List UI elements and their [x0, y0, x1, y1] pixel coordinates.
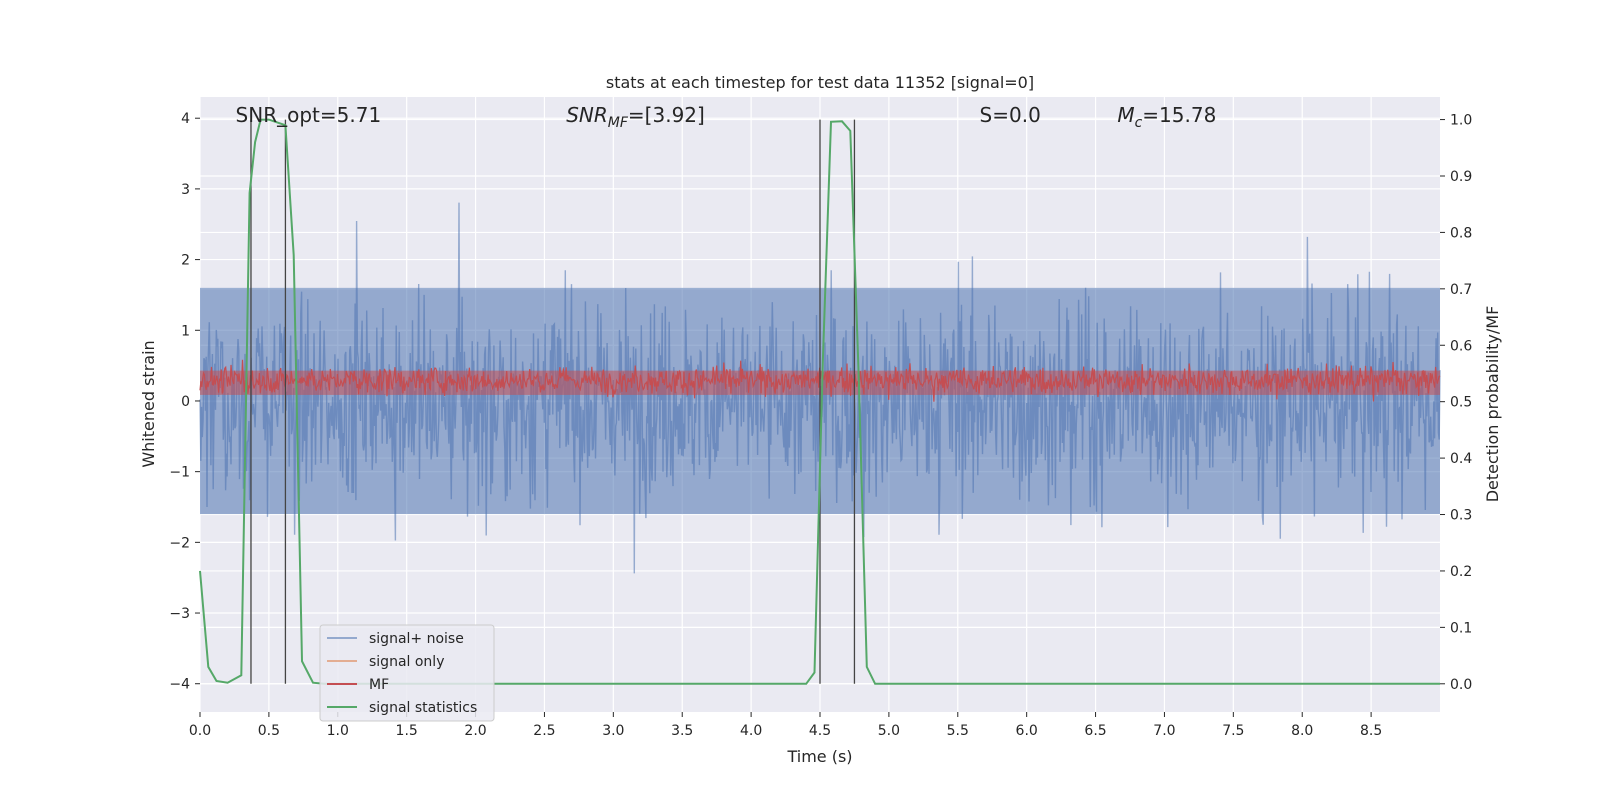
x-tick-label: 3.0 — [602, 723, 624, 739]
x-tick-label: 3.5 — [671, 723, 693, 739]
y-tick-label: 1 — [181, 323, 190, 339]
y-tick-label: −2 — [169, 535, 190, 551]
x-tick-label: 2.0 — [464, 723, 486, 739]
vertical-markers — [250, 119, 856, 684]
y-tick-label: 2 — [181, 253, 190, 269]
legend: signal+ noise signal only MF signal stat… — [319, 624, 495, 722]
y-axis-label: Whitened strain — [139, 340, 158, 467]
y2-tick-label: 1.0 — [1450, 113, 1472, 129]
x-tick-label: 2.5 — [533, 723, 555, 739]
y2-tick-label: 0.5 — [1450, 395, 1472, 411]
x-tick-label: 6.0 — [1016, 723, 1038, 739]
y-tick-label: 4 — [181, 111, 190, 127]
annotation-text: SNRMF=[3.92] — [566, 103, 705, 131]
y-tick-label: 3 — [181, 182, 190, 198]
y2-axis-ticks: 1.0 0.9 0.8 0.7 0.6 0.5 0.4 0.3 0.2 0.1 0.0 — [1440, 113, 1472, 693]
x-axis-ticks: 0.0 0.5 1.0 1.5 2.0 2.5 3.0 3.5 4.0 4.5 5.0 5.5 6.0 6… — [189, 712, 1382, 739]
legend-label-signal-only: signal only — [369, 654, 444, 670]
x-tick-label: 4.5 — [809, 723, 831, 739]
legend-label-signal-statistics: signal statistics — [369, 700, 477, 716]
annotation-text: S=0.0 — [980, 103, 1041, 127]
legend-label-signal-noise: signal+ noise — [369, 631, 464, 647]
x-tick-label: 8.5 — [1360, 723, 1382, 739]
annotation-text: Mc=15.78 — [1117, 103, 1216, 131]
annotation-text: SNR_opt=5.71 — [236, 103, 382, 127]
y2-tick-label: 0.0 — [1450, 677, 1472, 693]
y2-tick-label: 0.8 — [1450, 225, 1472, 241]
legend-label-mf: MF — [369, 677, 389, 693]
x-tick-label: 7.0 — [1153, 723, 1175, 739]
legend-box — [319, 624, 495, 722]
x-tick-label: 5.0 — [878, 723, 900, 739]
y2-tick-label: 0.6 — [1450, 338, 1472, 354]
x-tick-label: 7.5 — [1222, 723, 1244, 739]
x-tick-label: 1.0 — [327, 723, 349, 739]
annotations: SNR_opt=5.71 SNRMF=[3.92] S=0.0 Mc=15.78 — [236, 103, 1217, 131]
x-axis-label: Time (s) — [786, 747, 852, 766]
chart-title: stats at each timestep for test data 113… — [606, 73, 1034, 92]
x-tick-label: 4.0 — [740, 723, 762, 739]
y2-tick-label: 0.3 — [1450, 508, 1472, 524]
y2-tick-label: 0.7 — [1450, 282, 1472, 298]
y-axis-ticks: 4 3 2 1 0 −1 −2 −3 −4 — [169, 111, 200, 693]
y2-tick-label: 0.2 — [1450, 564, 1472, 580]
y-tick-label: −1 — [169, 465, 190, 481]
x-tick-label: 0.0 — [189, 723, 211, 739]
signal-statistics-line — [199, 118, 1440, 685]
x-tick-label: 8.0 — [1291, 723, 1313, 739]
y-tick-label: −4 — [169, 677, 190, 693]
x-tick-label: 6.5 — [1084, 723, 1106, 739]
x-tick-label: 5.5 — [947, 723, 969, 739]
x-tick-label: 0.5 — [258, 723, 280, 739]
y2-tick-label: 0.4 — [1450, 451, 1472, 467]
y2-tick-label: 0.1 — [1450, 620, 1472, 636]
x-tick-label: 1.5 — [396, 723, 418, 739]
series-signal-statistics — [199, 118, 1440, 685]
y-tick-label: −3 — [169, 606, 190, 622]
y2-axis-label: Detection probability/MF — [1483, 306, 1502, 503]
y-tick-label: 0 — [181, 394, 190, 410]
y2-tick-label: 0.9 — [1450, 169, 1472, 185]
